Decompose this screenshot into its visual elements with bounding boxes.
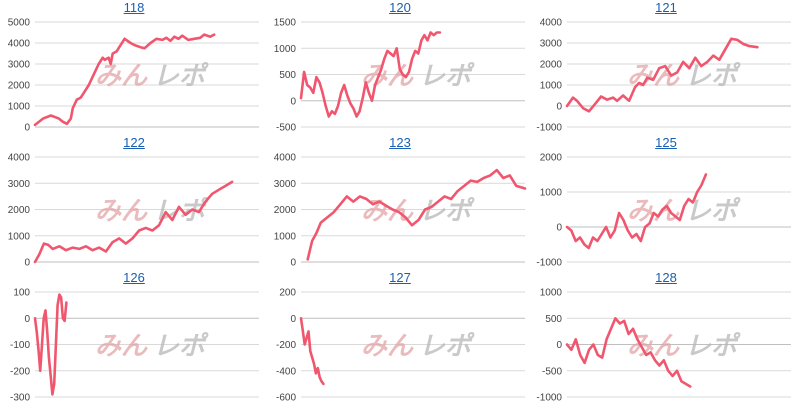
y-tick-label: 0 (556, 223, 562, 234)
chart-panel: 118 0 1000 2000 3000 4000 5000 みん レポ (1, 0, 267, 135)
line-chart: 0 1000 2000 3000 4000 5000 みん レポ (8, 18, 259, 134)
y-tick-label: 2000 (8, 81, 31, 92)
y-tick-label: 1000 (540, 81, 563, 92)
watermark-logo: レポ (419, 197, 475, 227)
y-tick-label: 0 (24, 258, 30, 269)
series-line (33, 293, 68, 396)
watermark-logo: みん (95, 62, 148, 92)
line-chart: -600 -400 -200 0 200 みん レポ (276, 288, 525, 404)
y-tick-label: 100 (13, 288, 30, 299)
y-tick-label: 2000 (540, 60, 563, 71)
series-line (565, 37, 759, 113)
chart-panel: 125 -1000 0 1000 2000 みん レポ (533, 135, 799, 270)
y-tick-label: 3000 (8, 60, 31, 71)
watermark-logo: レポ (685, 332, 741, 362)
y-tick-label: 4000 (540, 18, 563, 29)
y-tick-label: 0 (556, 340, 562, 351)
series-line (306, 168, 527, 261)
chart-title-link[interactable]: 123 (389, 135, 411, 150)
watermark-logo: レポ (153, 62, 209, 92)
y-tick-label: 2000 (8, 205, 31, 216)
y-tick-label: 5000 (8, 18, 31, 29)
chart-title-link[interactable]: 122 (123, 135, 145, 150)
y-tick-label: 1000 (8, 102, 31, 113)
y-tick-label: 1000 (540, 288, 563, 299)
series-line (299, 316, 325, 386)
series-line (565, 316, 692, 388)
y-tick-label: 0 (290, 258, 296, 269)
y-tick-label: 1000 (274, 231, 297, 242)
chart-title-link[interactable]: 118 (123, 0, 145, 15)
series-line (33, 180, 234, 264)
chart-panel: 120 -500 0 500 1000 1500 みん レポ (267, 0, 533, 135)
y-tick-label: 1000 (8, 231, 31, 242)
y-tick-label: -1000 (536, 123, 562, 134)
y-tick-label: 1000 (274, 44, 297, 55)
watermark-logo: みん (627, 197, 680, 227)
y-tick-label: 4000 (274, 153, 297, 164)
series-line (299, 31, 442, 118)
y-tick-label: 500 (545, 314, 562, 325)
chart-panel: 126 -300 -200 -100 0 100 みん レポ (1, 270, 267, 405)
chart-title-link[interactable]: 120 (389, 0, 411, 15)
y-tick-label: -1000 (536, 258, 562, 269)
chart-panel: 121 -1000 0 1000 2000 3000 4000 みん レポ (533, 0, 799, 135)
y-tick-label: 0 (290, 314, 296, 325)
watermark-logo: レポ (153, 332, 209, 362)
y-tick-label: -500 (542, 366, 562, 377)
y-tick-label: 1500 (274, 18, 297, 29)
y-tick-label: 500 (279, 70, 296, 81)
chart-panel: 122 0 1000 2000 3000 4000 みん レポ (1, 135, 267, 270)
y-tick-label: -500 (276, 123, 296, 134)
chart-title-link[interactable]: 126 (123, 270, 145, 285)
y-tick-label: 0 (24, 314, 30, 325)
watermark-logo: みん (95, 332, 148, 362)
chart-title-link[interactable]: 121 (655, 0, 677, 15)
line-chart: -300 -200 -100 0 100 みん レポ (10, 288, 259, 404)
y-tick-label: 2000 (274, 205, 297, 216)
y-tick-label: -100 (10, 340, 30, 351)
y-tick-label: -600 (276, 393, 296, 404)
chart-title-link[interactable]: 128 (655, 270, 677, 285)
watermark-logo: レポ (419, 62, 475, 92)
chart-panel: 127 -600 -400 -200 0 200 みん レポ (267, 270, 533, 405)
y-tick-label: -200 (10, 366, 30, 377)
watermark-logo: みん (361, 332, 414, 362)
watermark-logo: レポ (419, 332, 475, 362)
chart-title-link[interactable]: 125 (655, 135, 677, 150)
y-tick-label: 0 (24, 123, 30, 134)
chart-panel: 123 0 1000 2000 3000 4000 みん レポ (267, 135, 533, 270)
y-tick-label: -300 (10, 393, 30, 404)
y-tick-label: 4000 (8, 39, 31, 50)
y-tick-label: 0 (290, 96, 296, 107)
y-tick-label: -1000 (536, 393, 562, 404)
watermark-logo: レポ (685, 62, 741, 92)
chart-panel: 128 -1000 -500 0 500 1000 みん レポ (533, 270, 799, 405)
watermark-logo: みん (95, 197, 148, 227)
y-tick-label: 3000 (274, 179, 297, 190)
y-tick-label: 200 (279, 288, 296, 299)
y-tick-label: -200 (276, 340, 296, 351)
y-tick-label: 3000 (540, 39, 563, 50)
chart-title-link[interactable]: 127 (389, 270, 411, 285)
series-line (565, 173, 708, 250)
y-tick-label: 1000 (540, 188, 563, 199)
y-tick-label: 4000 (8, 153, 31, 164)
y-tick-label: 2000 (540, 153, 563, 164)
y-tick-label: 0 (556, 102, 562, 113)
y-tick-label: -400 (276, 366, 296, 377)
y-tick-label: 3000 (8, 179, 31, 190)
series-line (33, 33, 216, 127)
